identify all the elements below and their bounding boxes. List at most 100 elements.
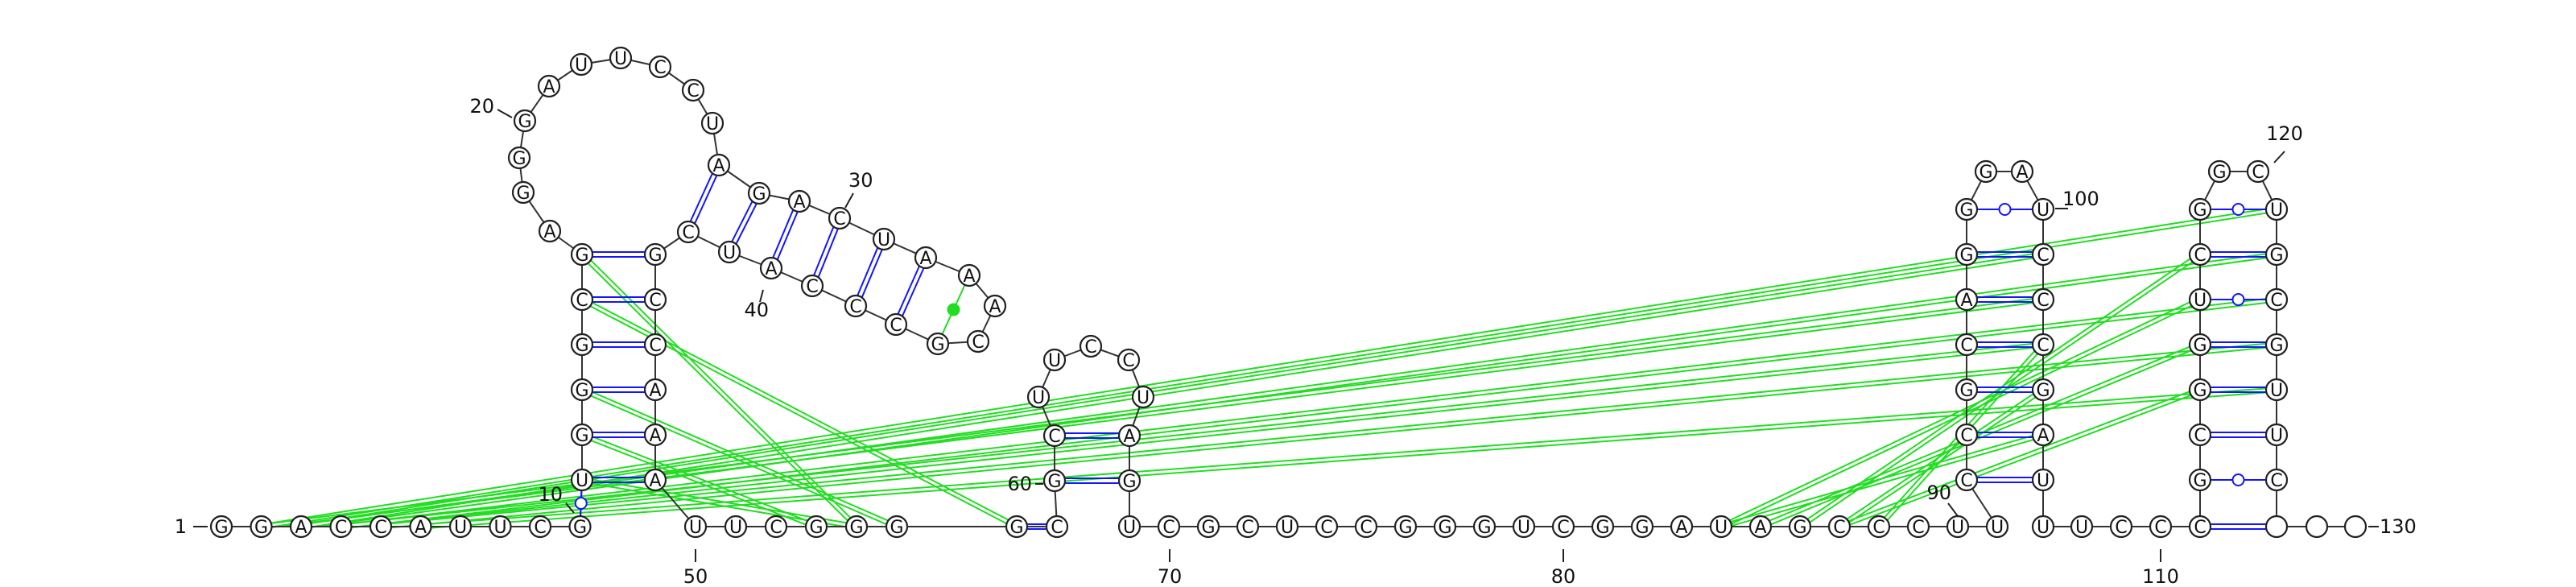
nucleotide: C (1956, 424, 1977, 446)
nucleotide-letter: A (1960, 291, 1972, 311)
nucleotide-letter: U (1032, 388, 1045, 408)
nucleotide-letter: U (1123, 518, 1136, 538)
nucleotide: G (1975, 161, 1996, 183)
nucleotide-letter: G (931, 335, 944, 355)
nucleotide-letter: C (649, 291, 661, 311)
nucleotide (2266, 516, 2287, 537)
nucleotide: C (1080, 336, 1101, 358)
nucleotide: G (1119, 470, 1140, 492)
nucleotide: U (1277, 516, 1298, 538)
nucleotide: U (725, 516, 746, 538)
nucleotide-letter: C (972, 333, 984, 353)
position-tick (2274, 151, 2285, 163)
nucleotide-letter: G (752, 184, 766, 205)
nucleotide-letter: A (295, 518, 307, 538)
nucleotide: A (411, 516, 431, 538)
position-label: 110 (2142, 565, 2179, 587)
nucleotide-letter: G (809, 518, 823, 538)
position-labels: 110203040506070 8090100110120130 (175, 95, 2417, 587)
nucleotide: G (514, 110, 535, 132)
nucleotide-letter: U (2037, 471, 2050, 491)
nucleotide-letter: C (1048, 427, 1060, 447)
nucleotide-letter: C (833, 209, 845, 229)
nucleotide-letter: G (1959, 246, 1973, 266)
nucleotide-letter: A (793, 192, 805, 213)
nucleotide: C (2266, 469, 2287, 491)
nucleotide: A (761, 258, 782, 279)
nucleotide-letter: C (2252, 163, 2264, 183)
nucleotide: C (1908, 516, 1929, 538)
nucleotide-letter: C (1320, 518, 1332, 538)
nucleotide-letter: C (890, 316, 902, 336)
nucleotide-letter: A (765, 259, 777, 279)
nucleotide-circle (2306, 516, 2327, 537)
nucleotide: C (2248, 161, 2268, 183)
nucleotide-letter: C (2270, 471, 2282, 491)
nucleotide: U (610, 48, 631, 69)
tertiary-link (1799, 253, 2199, 525)
nucleotide-letter: G (2193, 200, 2207, 221)
nucleotide-letter: C (1960, 336, 1972, 356)
nucleotide-letter: C (1162, 518, 1174, 538)
nucleotide: G (1044, 470, 1065, 492)
nucleotide-letter: G (1398, 518, 1412, 538)
nucleotide: G (251, 516, 272, 538)
nucleotide-letter: C (687, 81, 699, 101)
nucleotide-letter: U (706, 114, 719, 134)
nucleotide: A (645, 379, 666, 401)
nucleotide-letter: C (2194, 246, 2206, 266)
nucleotide: U (719, 242, 740, 263)
nucleotide: A (645, 424, 666, 446)
nucleotide-letter: C (335, 518, 347, 538)
nucleotide: C (530, 516, 551, 538)
wobble-pair-marker (2000, 204, 2011, 215)
nucleotide-letter: A (415, 518, 427, 538)
nucleotide: G (570, 516, 591, 538)
nucleotide: C (683, 80, 704, 101)
nucleotide-letter: U (2194, 291, 2207, 311)
nucleotide: U (1947, 516, 1968, 538)
nucleotide-letter: C (2115, 518, 2127, 538)
nucleotide: U (2266, 379, 2287, 401)
nucleotide-letter: G (890, 518, 903, 538)
nucleotide: A (1956, 289, 1977, 311)
nucleotide: U (2033, 199, 2054, 221)
nucleotide: U (1711, 516, 1732, 538)
nucleotide: U (1028, 387, 1049, 408)
nucleotide: G (513, 182, 534, 204)
nucleotide: C (1046, 516, 1067, 538)
nucleotide: G (2266, 334, 2287, 356)
nucleotide: C (370, 516, 391, 538)
base-pair-line (857, 248, 877, 296)
nucleotide: U (1133, 387, 1154, 408)
nucleotide-letter: A (543, 222, 555, 242)
nucleotide: U (702, 113, 723, 134)
nucleotide-letter: G (1635, 518, 1649, 538)
nucleotide: U (1044, 349, 1065, 371)
tertiary-link (1839, 388, 2042, 525)
nucleotide: G (1395, 516, 1416, 538)
base-pair-line (773, 210, 793, 258)
gu-pair-marker (947, 304, 960, 316)
nucleotide: U (1119, 516, 1140, 538)
nucleotide: G (1592, 516, 1613, 538)
nucleotide: A (789, 191, 810, 213)
nucleotide: C (1316, 516, 1337, 538)
base-pair-line (862, 250, 882, 297)
nucleotide-letter: G (1201, 518, 1215, 538)
nucleotide (2345, 516, 2366, 537)
nucleotide-letter: C (1912, 518, 1924, 538)
wobble-pair-marker (2233, 204, 2244, 215)
nucleotide-letter: C (1960, 426, 1972, 446)
nucleotide: C (1829, 516, 1850, 538)
nucleotide-letter: G (575, 426, 588, 446)
nucleotide-letter: U (2270, 381, 2283, 401)
nucleotide-letter: G (1959, 200, 1973, 221)
nucleotide: C (1553, 516, 1574, 538)
nucleotide-letter: U (576, 471, 588, 491)
position-tick (1948, 503, 1958, 516)
nucleotide-letter: C (1241, 518, 1253, 538)
nucleotide: C (829, 208, 850, 229)
nucleotide: C (2190, 424, 2211, 446)
nucleotide-letter: C (374, 518, 386, 538)
